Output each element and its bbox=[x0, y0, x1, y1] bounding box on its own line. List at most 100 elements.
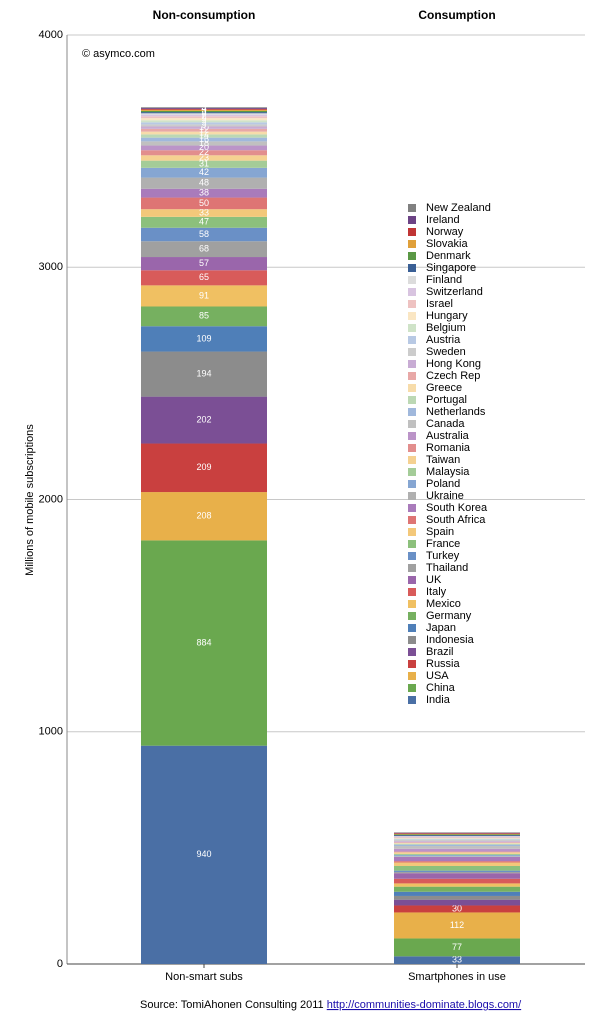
value-label: 31 bbox=[199, 159, 209, 169]
legend-label: Switzerland bbox=[426, 286, 483, 298]
value-label: 57 bbox=[199, 258, 209, 268]
bar-segment bbox=[394, 956, 520, 964]
legend-label: Sweden bbox=[426, 346, 466, 358]
legend-label: UK bbox=[426, 574, 442, 586]
bar-segment bbox=[394, 839, 520, 840]
value-label: 42 bbox=[199, 167, 209, 177]
bar-segment bbox=[394, 843, 520, 845]
bar-segment bbox=[141, 110, 267, 113]
legend-label: South Korea bbox=[426, 502, 488, 514]
bar-segment bbox=[394, 878, 520, 884]
legend-label: Thailand bbox=[426, 562, 468, 574]
legend-swatch bbox=[408, 672, 416, 680]
value-label: 10 bbox=[199, 122, 209, 132]
value-label: 33 bbox=[199, 207, 209, 217]
legend-label: USA bbox=[426, 670, 449, 682]
bar-segment bbox=[394, 837, 520, 839]
value-label: 940 bbox=[196, 849, 211, 859]
bar-segment bbox=[141, 227, 267, 242]
source-link[interactable]: http://communities-dominate.blogs.com/ bbox=[327, 999, 522, 1011]
source: Source: TomiAhonen Consulting 2011 http:… bbox=[140, 999, 522, 1011]
value-label: 68 bbox=[199, 244, 209, 254]
legend-label: Italy bbox=[426, 586, 447, 598]
x-tick-label: Smartphones in use bbox=[408, 971, 506, 983]
legend-swatch bbox=[408, 432, 416, 440]
legend-swatch bbox=[408, 252, 416, 260]
bar-segment bbox=[394, 861, 520, 863]
y-axis-label: Millions of mobile subscriptions bbox=[24, 424, 36, 576]
bar-segment bbox=[141, 241, 267, 258]
legend-swatch bbox=[408, 360, 416, 368]
value-label: 112 bbox=[450, 920, 464, 930]
legend-label: China bbox=[426, 682, 456, 694]
value-label: 209 bbox=[196, 462, 211, 472]
legend-label: Finland bbox=[426, 274, 462, 286]
value-label: 85 bbox=[199, 311, 209, 321]
x-tick-label: Non-smart subs bbox=[165, 971, 243, 983]
bar-segment bbox=[141, 396, 267, 444]
bar-segment bbox=[141, 492, 267, 541]
value-label: 47 bbox=[199, 217, 209, 227]
legend-swatch bbox=[408, 576, 416, 584]
bar-segment bbox=[141, 134, 267, 138]
bar-segment bbox=[141, 122, 267, 125]
bar-segment bbox=[394, 851, 520, 853]
value-label: 194 bbox=[196, 368, 211, 378]
bar-segment bbox=[394, 899, 520, 906]
legend-swatch bbox=[408, 408, 416, 416]
legend-label: Belgium bbox=[426, 322, 466, 334]
bar-segment bbox=[394, 855, 520, 857]
legend-label: Czech Rep bbox=[426, 370, 480, 382]
legend-label: Singapore bbox=[426, 262, 476, 274]
legend-swatch bbox=[408, 600, 416, 608]
bar-segment bbox=[141, 326, 267, 352]
legend-label: India bbox=[426, 694, 451, 706]
legend-swatch bbox=[408, 312, 416, 320]
column-title: Non-consumption bbox=[153, 8, 256, 22]
annotation: © asymco.com bbox=[82, 48, 155, 60]
legend-label: South Africa bbox=[426, 514, 486, 526]
legend-swatch bbox=[408, 540, 416, 548]
legend-label: Germany bbox=[426, 610, 472, 622]
value-label: 91 bbox=[199, 290, 209, 300]
y-tick-label: 0 bbox=[57, 958, 63, 970]
bar-segment bbox=[141, 197, 267, 210]
legend-label: Denmark bbox=[426, 250, 471, 262]
legend-label: Hong Kong bbox=[426, 358, 481, 370]
legend-swatch bbox=[408, 216, 416, 224]
y-tick-label: 2000 bbox=[39, 493, 63, 505]
bar-segment bbox=[141, 167, 267, 178]
value-label: 77 bbox=[452, 942, 462, 952]
legend-swatch bbox=[408, 288, 416, 296]
legend-label: Austria bbox=[426, 334, 461, 346]
bar-segment bbox=[394, 862, 520, 866]
legend-label: Slovakia bbox=[426, 238, 468, 250]
legend-swatch bbox=[408, 696, 416, 704]
value-label: 38 bbox=[199, 188, 209, 198]
bar-segment bbox=[394, 839, 520, 842]
bar-segment bbox=[394, 842, 520, 844]
bar-segment bbox=[141, 124, 267, 127]
y-tick-label: 3000 bbox=[39, 261, 63, 273]
legend-swatch bbox=[408, 684, 416, 692]
bar-segment bbox=[141, 120, 267, 123]
legend-swatch bbox=[408, 660, 416, 668]
legend-swatch bbox=[408, 468, 416, 476]
value-label: 65 bbox=[199, 272, 209, 282]
bar-segment bbox=[394, 835, 520, 837]
legend-swatch bbox=[408, 588, 416, 596]
bar-segment bbox=[394, 853, 520, 856]
bar-segment bbox=[141, 109, 267, 111]
value-label: 14 bbox=[199, 130, 209, 140]
bar-segment bbox=[141, 306, 267, 327]
legend-swatch bbox=[408, 384, 416, 392]
bar-segment bbox=[141, 443, 267, 493]
value-label: 9 bbox=[201, 114, 206, 124]
value-label: 12 bbox=[199, 125, 209, 135]
legend-label: Ukraine bbox=[426, 490, 464, 502]
value-label: 9 bbox=[201, 116, 206, 126]
bar-segment bbox=[141, 145, 267, 151]
legend-label: Mexico bbox=[426, 598, 461, 610]
legend-swatch bbox=[408, 264, 416, 272]
